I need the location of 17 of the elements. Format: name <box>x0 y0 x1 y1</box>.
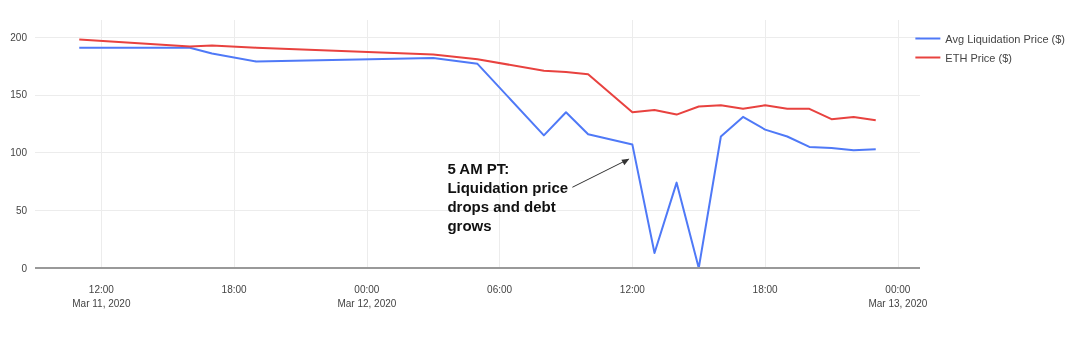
y-tick-label: 150 <box>10 89 28 101</box>
x-tick-label: 00:00 Mar 12, 2020 <box>337 283 397 309</box>
legend-label: ETH Price ($) <box>945 51 1012 64</box>
x-tick-label: 18:00 <box>752 283 779 295</box>
x-tick-label: 12:00 <box>619 283 646 295</box>
x-tick-label: 12:00 Mar 11, 2020 <box>72 283 131 309</box>
x-tick-label: 06:00 <box>487 283 513 295</box>
line-series <box>78 38 877 122</box>
y-tick-label: 0 <box>21 262 28 274</box>
y-tick-label: 100 <box>10 147 28 159</box>
x-tick-label: 18:00 <box>221 283 248 295</box>
x-tick-label: 00:00 Mar 13, 2020 <box>868 283 928 309</box>
y-tick-label: 50 <box>15 204 28 216</box>
annotation: 5 AM PT: Liquidation price drops and debt grows <box>447 160 573 235</box>
y-tick-label: 200 <box>10 31 28 43</box>
line-series <box>78 46 877 269</box>
legend-label: Avg Liquidation Price ($) <box>945 32 1066 45</box>
